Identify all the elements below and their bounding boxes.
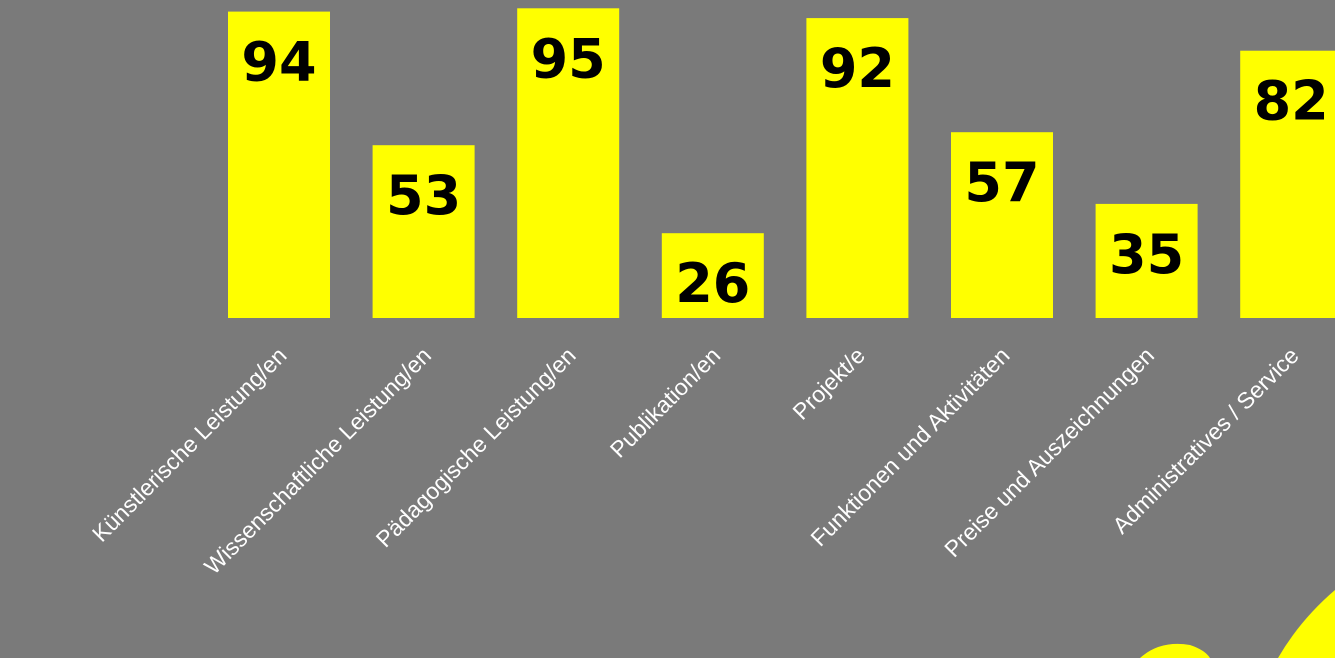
decorative-swoosh-shape <box>1278 590 1335 658</box>
category-label-5: Projekt/e <box>787 342 870 425</box>
category-label-2: Wissenschaftliche Leistung/en <box>199 342 436 579</box>
bar-value-label-6: 57 <box>964 151 1039 214</box>
bar-4 <box>661 233 764 318</box>
bar-value-label-3: 95 <box>531 27 606 90</box>
bar-7 <box>1095 203 1198 318</box>
decoration-group <box>1140 590 1335 658</box>
bar-value-label-4: 26 <box>675 252 750 315</box>
decorative-blob-shape <box>1140 643 1210 658</box>
bar-8 <box>1240 50 1335 318</box>
bar-3 <box>517 8 620 319</box>
bar-value-label-1: 94 <box>241 31 316 94</box>
bar-6 <box>951 132 1053 318</box>
bar-value-label-2: 53 <box>386 164 461 227</box>
bar-value-label-5: 92 <box>820 37 895 100</box>
bars-group <box>228 8 1335 319</box>
bar-1 <box>228 11 330 318</box>
bar-5 <box>806 18 909 318</box>
bar-value-label-7: 35 <box>1109 223 1184 286</box>
bar-2 <box>372 145 475 318</box>
category-labels-group: Künstlerische Leistung/enWissenschaftlic… <box>87 342 1304 579</box>
value-labels-group: 94 53 95 26 92 57 35 82 <box>241 27 1328 315</box>
category-label-4: Publikation/en <box>605 342 726 463</box>
bar-value-label-8: 82 <box>1254 70 1329 133</box>
